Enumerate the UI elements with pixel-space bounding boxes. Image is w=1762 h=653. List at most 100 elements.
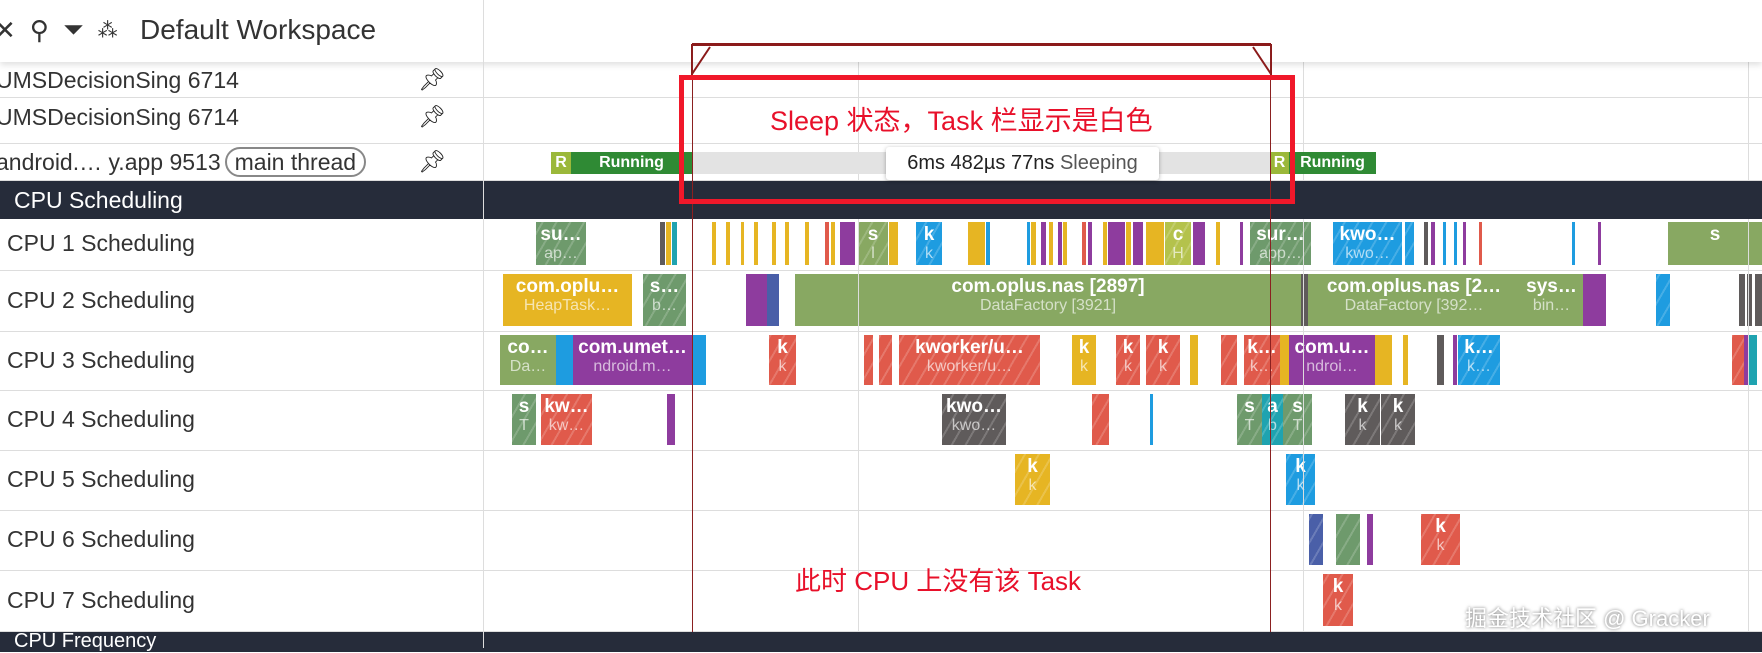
sched-slice[interactable] <box>1405 222 1414 265</box>
sched-slice[interactable] <box>879 335 892 385</box>
sched-slice[interactable] <box>1058 222 1062 265</box>
sched-slice[interactable] <box>1403 335 1408 385</box>
sched-slice[interactable] <box>1031 222 1036 265</box>
sched-slice[interactable] <box>1454 222 1457 265</box>
sched-slice[interactable]: k… k… <box>1244 335 1280 385</box>
cpu-track-3[interactable]: CPU 3 Scheduling co… Da… com.umet… ndroid.m…… <box>0 332 1762 391</box>
sched-slice[interactable]: com.u… ndroi… <box>1289 335 1375 385</box>
thread-state-slice[interactable]: R <box>551 152 571 174</box>
sched-slice[interactable] <box>666 222 671 265</box>
sched-slice[interactable] <box>667 394 675 445</box>
sched-slice[interactable] <box>1437 335 1444 385</box>
sched-slice[interactable] <box>1301 274 1308 326</box>
workspace-title[interactable]: Default Workspace <box>140 14 377 45</box>
selection-start-marker[interactable] <box>692 45 693 632</box>
sched-slice[interactable]: s <box>1668 222 1762 265</box>
sched-slice[interactable] <box>805 222 809 265</box>
sched-slice[interactable] <box>1092 394 1109 445</box>
sched-slice[interactable] <box>1375 335 1392 385</box>
sched-slice[interactable] <box>1063 222 1067 265</box>
sched-slice[interactable]: com.oplus.nas [2897] DataFactory [3921] <box>795 274 1301 326</box>
thread-track[interactable]: UMSDecisionSing 6714 📌︎ <box>0 62 1762 98</box>
sched-slice[interactable]: s… b… <box>643 274 686 326</box>
sched-slice[interactable] <box>1598 222 1601 265</box>
sched-slice[interactable] <box>1656 274 1670 326</box>
workspace-icon[interactable]: ⁂ <box>97 19 118 42</box>
thread-track[interactable]: UMSDecisionSing 6714 📌︎ <box>0 98 1762 144</box>
sched-slice[interactable] <box>1572 222 1575 265</box>
thread-state-slice[interactable]: R <box>1270 152 1289 174</box>
sched-slice[interactable] <box>1240 222 1243 265</box>
sched-slice[interactable] <box>556 335 573 385</box>
sched-slice[interactable] <box>840 222 855 265</box>
sched-slice[interactable] <box>741 222 744 265</box>
sched-slice[interactable] <box>767 274 779 326</box>
sched-slice[interactable] <box>1027 222 1030 265</box>
sched-slice[interactable] <box>1747 274 1752 326</box>
sched-slice[interactable]: sys… bin… <box>1520 274 1583 326</box>
thread-state-slice[interactable]: Running <box>571 152 692 174</box>
sched-slice[interactable] <box>1216 222 1220 265</box>
cpu-track-7[interactable]: CPU 7 Scheduling k k <box>0 571 1762 632</box>
sched-slice[interactable] <box>1583 274 1606 326</box>
sched-slice[interactable] <box>986 222 990 265</box>
sched-slice[interactable] <box>831 222 835 265</box>
panel-divider[interactable] <box>483 0 484 648</box>
sched-slice[interactable] <box>1309 514 1323 565</box>
sched-slice[interactable] <box>746 274 767 326</box>
cpu-track-2[interactable]: CPU 2 Scheduling com.oplu… HeapTask… s… b… co… <box>0 271 1762 332</box>
sched-slice[interactable]: kworker/u… kworker/u… <box>899 335 1040 385</box>
sched-slice[interactable] <box>864 335 873 385</box>
area-selection-bracket[interactable] <box>692 43 1271 46</box>
sched-slice[interactable]: com.oplu… HeapTask… <box>503 274 632 326</box>
sched-slice[interactable]: kwo… kwo… <box>942 394 1006 445</box>
sched-slice[interactable] <box>772 222 776 265</box>
sched-slice[interactable]: k… k… <box>1458 335 1500 385</box>
sched-slice[interactable] <box>1150 394 1153 445</box>
cpu-track-5[interactable]: CPU 5 Scheduling k k k k <box>0 451 1762 511</box>
sched-slice[interactable] <box>1193 222 1205 265</box>
pin-icon[interactable]: 📌︎ <box>418 104 446 129</box>
unpin-icon[interactable]: ⚲ <box>29 14 49 45</box>
filter-icon[interactable]: ⏷ <box>62 14 84 44</box>
sched-slice[interactable] <box>1732 335 1744 385</box>
sched-slice[interactable] <box>1431 222 1435 265</box>
sched-slice[interactable] <box>1336 514 1360 565</box>
sched-slice[interactable] <box>1479 222 1482 265</box>
sched-slice[interactable] <box>889 222 898 265</box>
sched-slice[interactable] <box>1443 222 1446 265</box>
sched-slice[interactable] <box>1146 222 1164 265</box>
sched-slice[interactable]: su… ap… <box>536 222 586 265</box>
thread-state-slice[interactable]: Running <box>1289 152 1376 174</box>
sched-slice[interactable]: com.oplus.nas [2… DataFactory [392… <box>1308 274 1520 326</box>
sched-slice[interactable] <box>1049 222 1053 265</box>
sched-slice[interactable] <box>1126 222 1131 265</box>
sched-slice[interactable]: kw… kw… <box>541 394 592 445</box>
selection-end-marker[interactable] <box>1270 45 1271 632</box>
sched-slice[interactable] <box>1103 222 1107 265</box>
sched-slice[interactable] <box>1221 335 1237 385</box>
sched-slice[interactable] <box>1755 274 1762 326</box>
sched-slice[interactable] <box>1424 222 1428 265</box>
sched-slice[interactable]: co… Da… <box>500 335 556 385</box>
sched-slice[interactable] <box>1463 222 1466 265</box>
sched-slice[interactable]: kwo… kwo… <box>1333 222 1402 265</box>
cpu-frequency-group-header[interactable]: CPU Frequency <box>0 630 1762 652</box>
sched-slice[interactable] <box>1133 222 1143 265</box>
